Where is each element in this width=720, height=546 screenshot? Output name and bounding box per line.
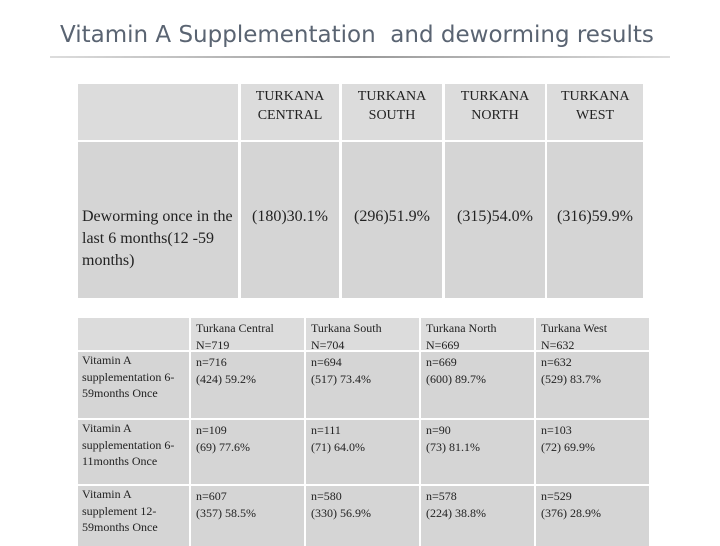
cell-result: (529) 83.7%: [541, 371, 601, 386]
cell-result: (600) 89.7%: [426, 371, 486, 386]
row-label: Deworming once in the last 6 months(12 -…: [78, 142, 238, 298]
cell-n: n=580: [311, 489, 342, 503]
header-cell: TURKANA WEST: [547, 84, 643, 140]
cell-result: (72) 69.9%: [541, 439, 595, 454]
cell: n=103 (72) 69.9%: [536, 420, 649, 484]
cell-result: (71) 64.0%: [311, 439, 365, 454]
cell-n: n=529: [541, 489, 572, 503]
cell: (296)51.9%: [342, 142, 442, 298]
title: Vitamin A Supplementation and deworming …: [60, 22, 654, 48]
header-cell: TURKANA CENTRAL: [241, 84, 339, 140]
cell-n: n=607: [196, 489, 227, 503]
cell-n: n=694: [311, 355, 342, 369]
cell-result: (376) 28.9%: [541, 505, 601, 520]
cell: n=109 (69) 77.6%: [191, 420, 304, 484]
header-cell: Turkana South N=704: [306, 318, 419, 352]
cell: n=90 (73) 81.1%: [421, 420, 534, 484]
cell-text: (296)51.9%: [354, 208, 430, 225]
row-label-text: Vitamin A supplement 12-59months Once: [82, 487, 158, 534]
header-cell: Turkana Central N=719: [191, 318, 304, 352]
row-label-text: Vitamin A supplementation 6-11months Onc…: [82, 421, 175, 468]
header-name: Turkana South: [311, 321, 382, 335]
header-text: TURKANA SOUTH: [357, 89, 427, 123]
row-label: Vitamin A supplementation 6-59months Onc…: [78, 352, 189, 418]
cell-n: n=90: [426, 423, 451, 437]
cell-result: (330) 56.9%: [311, 505, 371, 520]
cell-text: (315)54.0%: [457, 208, 533, 225]
header-name: Turkana North: [426, 321, 497, 335]
cell-result: (517) 73.4%: [311, 371, 371, 386]
cell-n: n=669: [426, 355, 457, 369]
header-n: N=704: [311, 337, 345, 352]
cell: n=580 (330) 56.9%: [306, 486, 419, 546]
cell: (315)54.0%: [445, 142, 545, 298]
cell-n: n=578: [426, 489, 457, 503]
cell-text: (316)59.9%: [557, 208, 633, 225]
header-n: N=669: [426, 337, 460, 352]
header-name: Turkana Central: [196, 321, 274, 335]
cell-n: n=109: [196, 423, 227, 437]
cell-result: (357) 58.5%: [196, 505, 256, 520]
cell: n=607 (357) 58.5%: [191, 486, 304, 546]
header-cell: TURKANA SOUTH: [342, 84, 442, 140]
cell-result: (224) 38.8%: [426, 505, 486, 520]
cell-result: (73) 81.1%: [426, 439, 480, 454]
cell: (316)59.9%: [547, 142, 643, 298]
cell-result: (69) 77.6%: [196, 439, 250, 454]
row-label-text: Deworming once in the last 6 months(12 -…: [82, 208, 233, 269]
header-n: N=632: [541, 337, 575, 352]
cell: n=694 (517) 73.4%: [306, 352, 419, 418]
row-label: Vitamin A supplementation 6-11months Onc…: [78, 420, 189, 484]
header-cell: Turkana West N=632: [536, 318, 649, 352]
cell: n=716 (424) 59.2%: [191, 352, 304, 418]
cell: n=578 (224) 38.8%: [421, 486, 534, 546]
header-n: N=719: [196, 337, 230, 352]
header-text: TURKANA NORTH: [460, 89, 530, 123]
cell-n: n=716: [196, 355, 227, 369]
row-label-text: Vitamin A supplementation 6-59months Onc…: [82, 353, 175, 400]
header-text: TURKANA WEST: [561, 89, 630, 123]
row-label: Vitamin A supplement 12-59months Once: [78, 486, 189, 546]
title-rule: [50, 56, 670, 58]
header-cell: Turkana North N=669: [421, 318, 534, 352]
cell: n=529 (376) 28.9%: [536, 486, 649, 546]
header-name: Turkana West: [541, 321, 608, 335]
cell-n: n=632: [541, 355, 572, 369]
cell: n=632 (529) 83.7%: [536, 352, 649, 418]
cell: n=669 (600) 89.7%: [421, 352, 534, 418]
header-cell: [78, 84, 238, 140]
header-text: TURKANA CENTRAL: [255, 89, 325, 123]
cell-text: (180)30.1%: [252, 208, 328, 225]
cell: n=111 (71) 64.0%: [306, 420, 419, 484]
cell-n: n=103: [541, 423, 572, 437]
cell-n: n=111: [311, 423, 341, 437]
header-cell: TURKANA NORTH: [445, 84, 545, 140]
header-cell: [78, 318, 189, 350]
cell-result: (424) 59.2%: [196, 371, 256, 386]
cell: (180)30.1%: [241, 142, 339, 298]
